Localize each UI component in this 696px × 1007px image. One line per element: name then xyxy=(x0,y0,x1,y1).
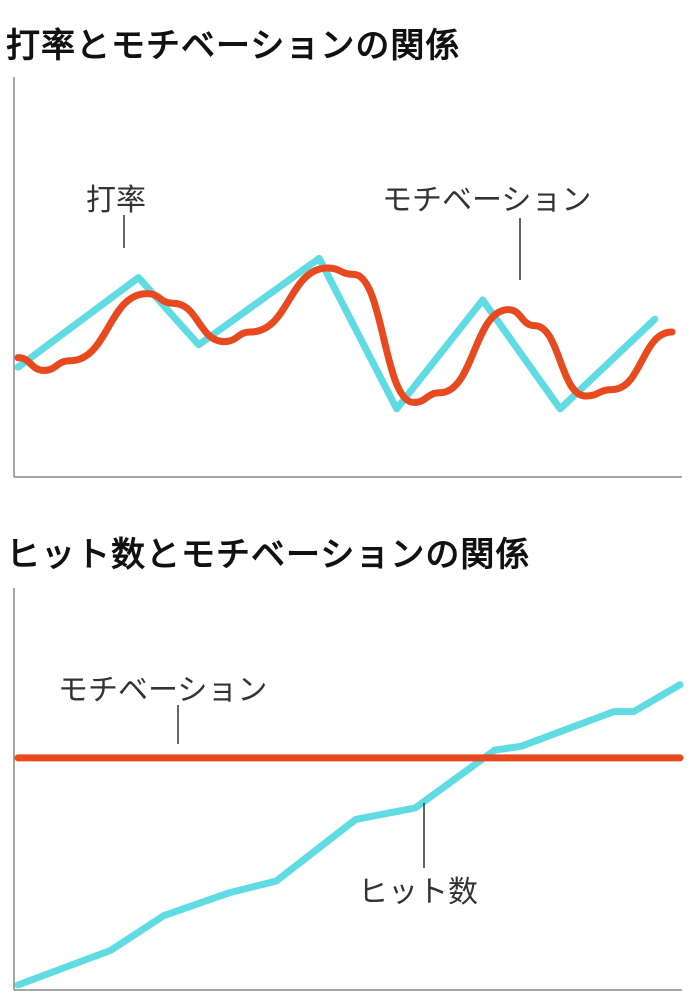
series-line-0 xyxy=(14,254,659,413)
series-line-1 xyxy=(14,264,676,406)
chart1-batting-label: 打率 xyxy=(86,183,146,218)
series-line-1 xyxy=(14,681,684,989)
chart2-hits-label: ヒット数 xyxy=(358,875,478,910)
chart1-batting-motivation: 打率 モチベーション xyxy=(13,77,682,478)
chart2-motivation-label: モチベーション xyxy=(58,673,267,708)
chart1-title: 打率とモチベーションの関係 xyxy=(6,26,461,66)
chart1-motivation-label: モチベーション xyxy=(382,183,591,218)
chart2-title: ヒット数とモチベーションの関係 xyxy=(6,535,531,575)
